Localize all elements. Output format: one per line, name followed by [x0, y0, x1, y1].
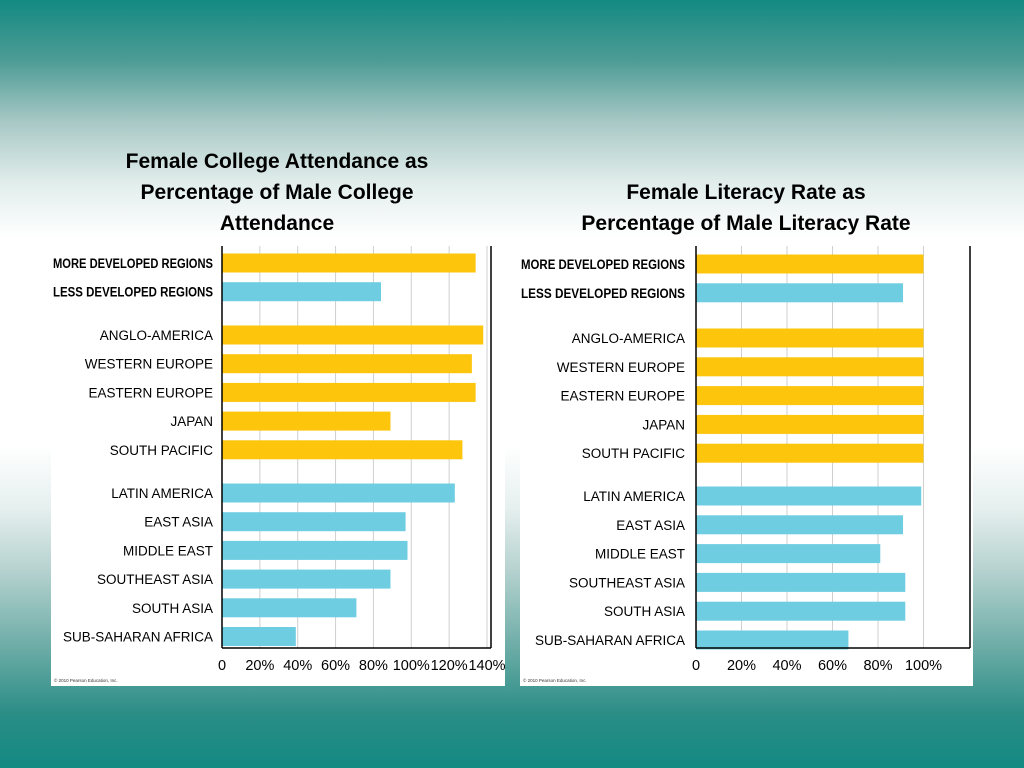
- bar: [696, 544, 881, 564]
- category-label: ANGLO-AMERICA: [572, 331, 685, 346]
- bar: [696, 254, 924, 274]
- category-label: SUB-SAHARAN AFRICA: [535, 633, 685, 648]
- category-label: LESS DEVELOPED REGIONS: [521, 286, 685, 301]
- right-title-line: Percentage of Male Literacy Rate: [581, 212, 911, 235]
- x-tick-label: 0: [692, 658, 700, 674]
- college-attendance-chart-panel: MORE DEVELOPED REGIONS LESS DEVELOPED REG…: [51, 242, 505, 686]
- x-tick-label: 140%: [468, 658, 505, 674]
- left-title-line: Attendance: [219, 212, 335, 235]
- bar: [222, 282, 381, 302]
- category-label: LATIN AMERICA: [583, 489, 685, 504]
- bar: [696, 443, 924, 463]
- left-title-line: Female College Attendance as: [125, 150, 429, 173]
- category-label: EASTERN EUROPE: [88, 385, 213, 400]
- category-label: WESTERN EUROPE: [557, 360, 685, 375]
- category-label: WESTERN EUROPE: [85, 357, 213, 372]
- copyright-credit: © 2010 Pearson Education, Inc.: [54, 677, 118, 683]
- x-tick-label: 20%: [245, 658, 274, 674]
- copyright-credit: © 2010 Pearson Education, Inc.: [523, 677, 587, 683]
- category-label: EAST ASIA: [144, 515, 213, 530]
- bar: [222, 440, 463, 460]
- bar: [222, 512, 406, 532]
- x-tick-label: 100%: [905, 658, 942, 674]
- bar: [222, 627, 296, 646]
- x-tick-label: 60%: [321, 658, 350, 674]
- x-tick-label: 100%: [393, 658, 430, 674]
- bar: [222, 325, 484, 345]
- x-tick-label: 60%: [818, 658, 847, 674]
- category-label: MIDDLE EAST: [123, 543, 213, 558]
- x-tick-label: 20%: [727, 658, 756, 674]
- category-label: LESS DEVELOPED REGIONS: [53, 285, 213, 300]
- category-label: SOUTHEAST ASIA: [97, 572, 213, 587]
- bar: [222, 598, 357, 618]
- right-chart-title: Female Literacy Rate as Percentage of Ma…: [520, 177, 972, 239]
- bar: [696, 486, 922, 506]
- bar: [222, 540, 408, 560]
- bar: [222, 354, 472, 374]
- bar: [696, 515, 904, 535]
- category-label: SOUTH ASIA: [604, 604, 685, 619]
- category-label: EAST ASIA: [616, 518, 685, 533]
- bar: [696, 283, 904, 303]
- x-tick-label: 120%: [431, 658, 468, 674]
- bar: [696, 630, 849, 650]
- literacy-rate-chart: MORE DEVELOPED REGIONS LESS DEVELOPED REG…: [521, 246, 971, 683]
- bar: [696, 601, 906, 621]
- x-tick-label: 40%: [772, 658, 801, 674]
- literacy-rate-chart-panel: MORE DEVELOPED REGIONS LESS DEVELOPED REG…: [520, 242, 973, 686]
- x-tick-label: 80%: [359, 658, 388, 674]
- right-title-line: Female Literacy Rate as: [626, 181, 866, 204]
- left-title-line: Percentage of Male College: [140, 181, 414, 204]
- category-label: SUB-SAHARAN AFRICA: [63, 630, 213, 645]
- bar: [222, 483, 455, 503]
- x-tick-label: 40%: [283, 658, 312, 674]
- bar: [696, 357, 924, 377]
- bar: [696, 328, 924, 348]
- left-chart-title: Female College Attendance as Percentage …: [70, 146, 484, 239]
- bar: [222, 382, 476, 402]
- category-label: MORE DEVELOPED REGIONS: [53, 256, 213, 271]
- category-label: SOUTH PACIFIC: [110, 443, 214, 458]
- category-label: LATIN AMERICA: [111, 486, 213, 501]
- bar: [696, 386, 924, 406]
- category-label: MORE DEVELOPED REGIONS: [521, 257, 685, 272]
- category-label: JAPAN: [642, 417, 685, 432]
- category-label: SOUTHEAST ASIA: [569, 575, 685, 590]
- x-tick-label: 0: [218, 658, 226, 674]
- category-label: JAPAN: [170, 414, 213, 429]
- category-label: MIDDLE EAST: [595, 547, 685, 562]
- bar: [222, 411, 391, 431]
- bar: [222, 253, 476, 273]
- category-label: EASTERN EUROPE: [560, 389, 685, 404]
- x-tick-label: 80%: [863, 658, 892, 674]
- category-label: SOUTH PACIFIC: [582, 446, 686, 461]
- bar: [696, 572, 906, 592]
- category-label: ANGLO-AMERICA: [100, 328, 213, 343]
- bar: [222, 569, 391, 589]
- category-label: SOUTH ASIA: [132, 601, 213, 616]
- bar: [696, 414, 924, 434]
- college-attendance-chart: MORE DEVELOPED REGIONS LESS DEVELOPED REG…: [53, 246, 505, 683]
